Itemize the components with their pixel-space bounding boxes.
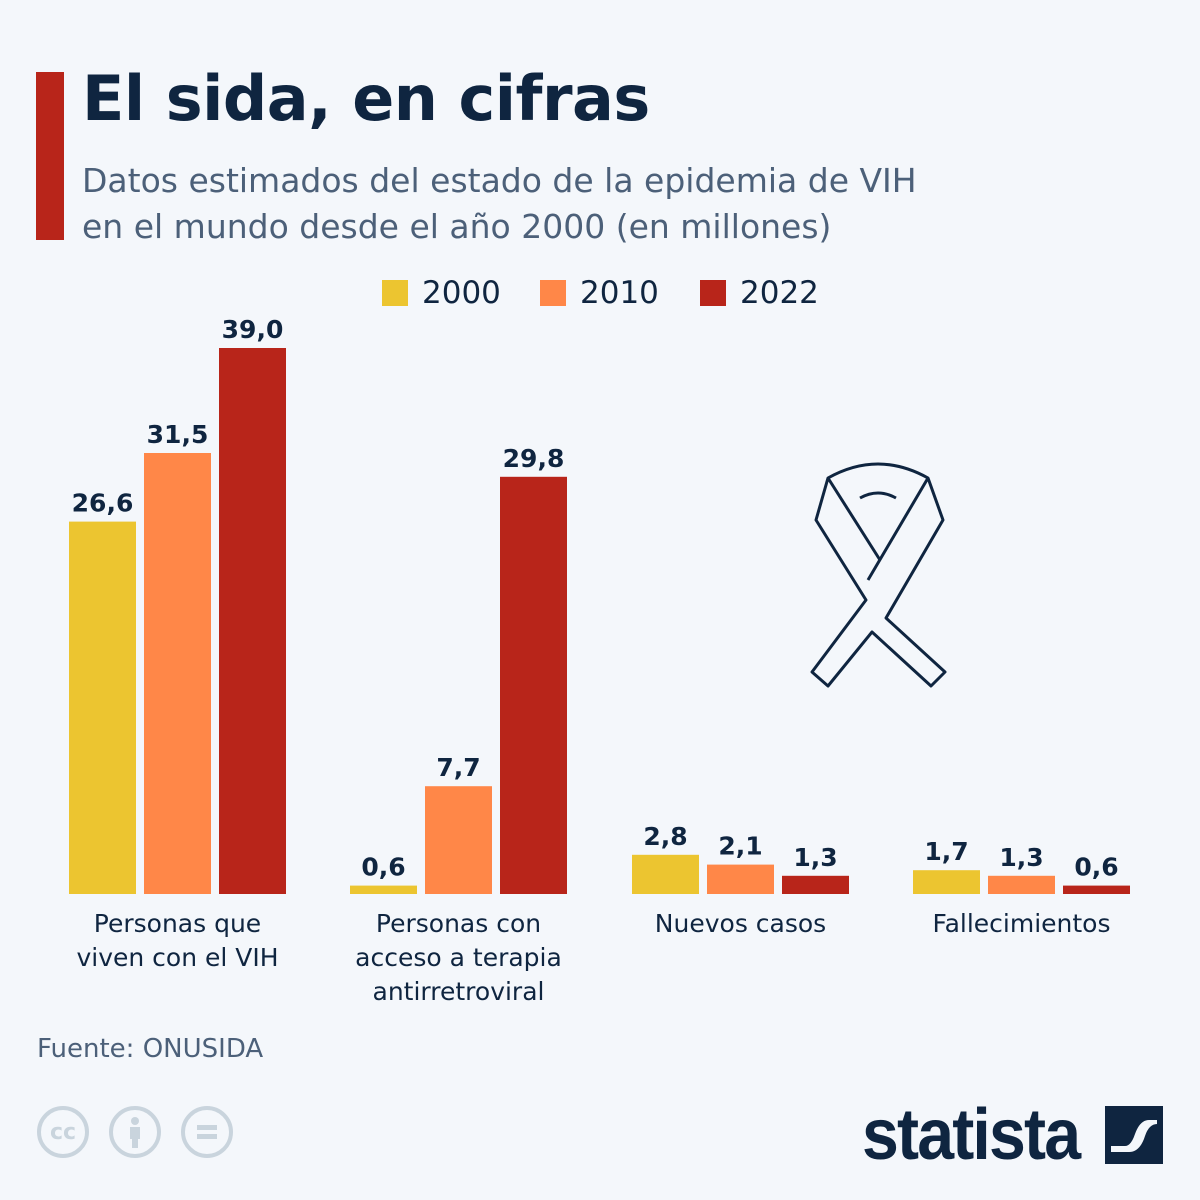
category-label: Fallecimientos	[932, 909, 1110, 938]
legend-item-2000: 2000	[382, 275, 501, 311]
bar-2010	[144, 453, 211, 894]
data-label: 2,8	[643, 822, 687, 851]
data-label: 1,3	[793, 843, 837, 872]
data-label: 39,0	[222, 315, 284, 344]
bar-2010	[425, 786, 492, 894]
bar-2010	[707, 864, 774, 894]
attribution-icon[interactable]	[109, 1106, 161, 1158]
bar-2000	[69, 521, 136, 894]
data-label: 26,6	[72, 489, 134, 518]
category-label: Personas con	[376, 909, 541, 938]
subtitle-line-2: en el mundo desde el año 2000 (en millon…	[82, 207, 832, 246]
category-label: Personas que	[94, 909, 261, 938]
legend-item-2022: 2022	[700, 275, 819, 311]
category-label: viven con el VIH	[76, 943, 278, 972]
data-label: 1,7	[924, 837, 968, 866]
awareness-ribbon-icon	[810, 462, 947, 688]
data-label: 0,6	[361, 853, 405, 882]
legend-swatch	[700, 280, 726, 306]
legend-swatch	[540, 280, 566, 306]
legend-swatch	[382, 280, 408, 306]
bar-2022	[1063, 885, 1130, 894]
subtitle: Datos estimados del estado de la epidemi…	[82, 158, 1082, 250]
data-label: 1,3	[999, 843, 1043, 872]
legend-label: 2022	[740, 275, 819, 311]
data-label: 2,1	[718, 832, 762, 861]
legend-label: 2000	[422, 275, 501, 311]
data-label: 0,6	[1074, 853, 1118, 882]
bar-2000	[350, 885, 417, 894]
statista-logo[interactable]: statista	[862, 1095, 1081, 1175]
category-label: Nuevos casos	[655, 909, 826, 938]
bar-chart: 26,6 31,5 39,0 Personas que viven con el VIH…	[69, 315, 1130, 1006]
data-label: 31,5	[147, 420, 209, 449]
bar-2000	[913, 870, 980, 894]
title-accent-bar	[36, 72, 64, 240]
bar-2010	[988, 875, 1055, 894]
legend-item-2010: 2010	[540, 275, 659, 311]
bar-2022	[500, 476, 567, 894]
bar-2022	[782, 875, 849, 894]
page-title: El sida, en cifras	[82, 62, 650, 135]
legend-label: 2010	[580, 275, 659, 311]
data-label: 7,7	[436, 753, 480, 782]
statista-logo-mark	[1105, 1106, 1163, 1164]
cc-text: cc	[49, 1119, 77, 1145]
bar-2022	[219, 348, 286, 894]
source-note: Fuente: ONUSIDA	[37, 1034, 264, 1064]
category-label: antirretroviral	[373, 977, 545, 1006]
subtitle-line-1: Datos estimados del estado de la epidemi…	[82, 161, 917, 200]
no-derivatives-icon[interactable]	[181, 1106, 233, 1158]
creative-commons-icon[interactable]: cc	[37, 1106, 89, 1158]
bar-2000	[632, 854, 699, 894]
data-label: 29,8	[503, 444, 565, 473]
category-label: acceso a terapia	[355, 943, 562, 972]
